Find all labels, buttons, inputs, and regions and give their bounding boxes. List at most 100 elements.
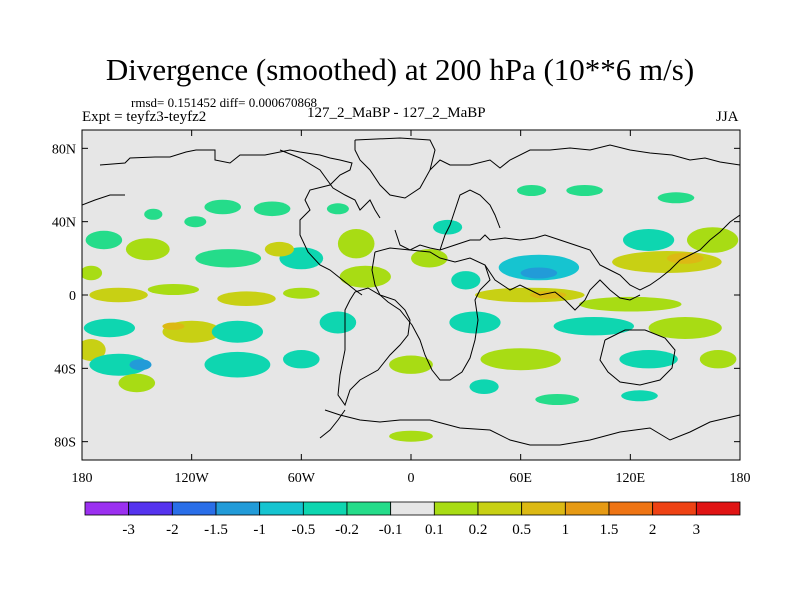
colorbar-swatch: [346, 501, 392, 516]
colorbar-swatch: [433, 501, 479, 516]
colorbar-swatch: [564, 501, 610, 516]
contour-blob: [326, 203, 349, 215]
contour-blob: [389, 355, 433, 374]
chart-title: Divergence (smoothed) at 200 hPa (10**6 …: [105, 52, 695, 87]
contour-blob: [83, 318, 135, 338]
contour-blob: [204, 199, 241, 215]
contour-blob: [217, 291, 276, 307]
contour-blob: [118, 373, 156, 393]
y-tick-label: 40N: [52, 216, 76, 231]
colorbar-label: -3: [122, 522, 135, 538]
contour-blob: [535, 394, 580, 405]
stats-text: rmsd= 0.151452 diff= 0.000670868: [131, 95, 317, 110]
coastline-antarctica: [324, 409, 740, 446]
colorbar-label: 0.2: [469, 522, 488, 538]
contour-blob: [144, 208, 163, 220]
coastlines: [82, 137, 740, 446]
axis-ticks: 180 120W 60W 0 60E 120E 180 80N 40N 0 40S 80S: [52, 130, 751, 486]
contour-blob: [283, 287, 320, 299]
colorbar-swatch: [521, 501, 566, 516]
colorbar-label: -1.5: [204, 522, 228, 538]
contour-blob: [211, 320, 263, 343]
experiment-label: Expt = teyfz3-teyfz2: [82, 109, 207, 125]
colorbar-swatch: [302, 501, 348, 516]
contour-blob: [520, 267, 558, 279]
coastline-antarctic-peninsula: [319, 409, 346, 439]
map-background: [82, 130, 740, 460]
coastline-europe-south: [394, 214, 740, 291]
contour-blob: [480, 348, 561, 371]
colorbar-swatch: [477, 501, 523, 516]
contour-blob: [89, 287, 148, 303]
contour-blob: [89, 353, 148, 376]
center-label: 127_2_MaBP - 127_2_MaBP: [307, 105, 486, 121]
contour-blob: [687, 227, 739, 253]
coastline-alaska: [82, 194, 125, 206]
contour-fills: [82, 185, 739, 442]
colorbar-label: -0.2: [335, 522, 359, 538]
contour-blob: [253, 201, 291, 217]
colorbar-swatch: [652, 501, 697, 516]
contour-blob: [648, 317, 722, 339]
colorbar-label: 1.5: [600, 522, 619, 538]
contour-blob: [147, 284, 199, 295]
contour-blob: [529, 291, 567, 299]
contour-blob: [319, 311, 357, 334]
colorbar-swatch: [215, 501, 261, 516]
contour-blob: [517, 185, 547, 196]
contour-blob: [283, 350, 320, 369]
contour-blob: [566, 185, 603, 196]
contour-blob: [619, 350, 678, 369]
contour-blob: [82, 339, 106, 361]
coastline-canada-east: [279, 149, 381, 219]
x-tick-label: 0: [408, 471, 415, 486]
y-tick-label: 0: [69, 289, 76, 304]
coastline-south-america: [337, 287, 411, 407]
colorbar-swatch: [695, 501, 741, 516]
colorbar-swatch: [390, 501, 435, 516]
contour-blob: [204, 351, 271, 378]
contour-blob: [433, 219, 463, 235]
contour-blob: [85, 230, 123, 250]
contour-blob: [451, 271, 481, 290]
contour-blob: [621, 390, 658, 402]
contour-blob: [666, 252, 704, 264]
contour-blob: [195, 249, 262, 268]
coastline-australia: [599, 329, 676, 386]
contour-blob: [553, 317, 634, 336]
contour-blob: [184, 216, 207, 228]
coastline-arabia-india: [484, 264, 641, 311]
colorbar-label: -0.1: [379, 522, 403, 538]
contour-blob: [623, 229, 675, 251]
y-tick-label: 80N: [52, 142, 76, 157]
colorbar-label: -0.5: [291, 522, 315, 538]
coastline-scandinavia: [439, 189, 501, 251]
coastline-africa: [371, 247, 491, 381]
contour-blob: [657, 192, 695, 204]
contour-blob: [579, 296, 682, 312]
contour-blob: [129, 359, 152, 371]
season-label: JJA: [716, 109, 739, 125]
contour-blob: [699, 350, 737, 369]
contour-blob: [339, 265, 391, 288]
x-tick-label: 60W: [288, 471, 316, 486]
x-tick-label: 180: [72, 471, 93, 486]
colorbar-swatch: [171, 501, 217, 516]
coastline-eurasia: [429, 144, 740, 171]
contour-blob: [411, 249, 448, 268]
x-tick-label: 120E: [616, 471, 646, 486]
contour-blob: [337, 229, 375, 259]
coastline-greenland: [354, 137, 436, 199]
colorbar-swatch: [84, 501, 130, 516]
colorbar-label: 1: [562, 522, 570, 538]
colorbar-label: 0.5: [512, 522, 531, 538]
contour-blob: [612, 251, 722, 273]
x-tick-label: 120W: [175, 471, 210, 486]
contour-blob: [449, 311, 501, 334]
contour-blob: [125, 238, 170, 261]
colorbar-swatch: [128, 501, 173, 516]
colorbar-label: 3: [693, 522, 701, 538]
colorbar-label: -2: [166, 522, 179, 538]
colorbar-label: 0.1: [425, 522, 444, 538]
colorbar-swatch: [259, 501, 304, 516]
